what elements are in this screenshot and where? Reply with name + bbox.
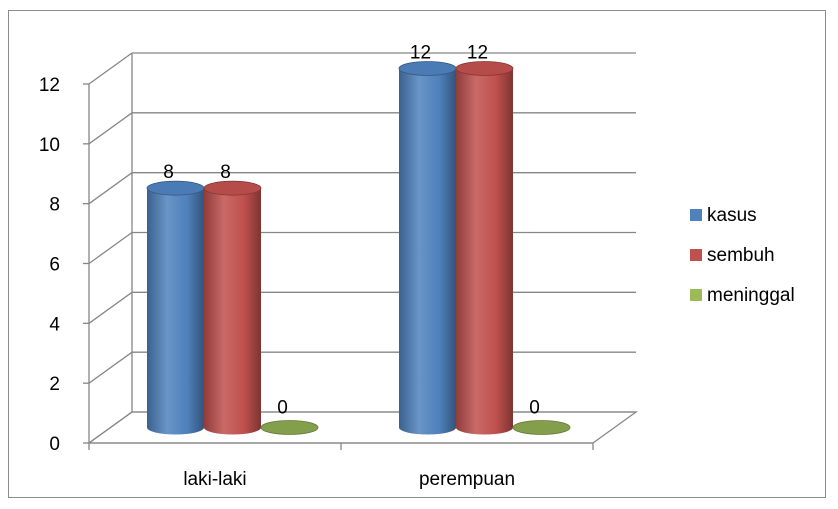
gridline-side: [88, 172, 133, 205]
y-tick-label: 6: [49, 255, 60, 276]
legend-swatch: [690, 289, 702, 301]
bar-kasus-laki-laki: 8: [146, 162, 205, 435]
bar-body: [456, 68, 513, 435]
legend-label: meninggal: [707, 285, 795, 306]
bar-meninggal-laki-laki: 0: [260, 398, 319, 435]
legend-swatch: [690, 209, 702, 221]
legend-label: sembuh: [707, 245, 775, 266]
legend: kasus sembuh meninggal: [690, 205, 795, 306]
bars: 8 8 0 12 12 0: [146, 43, 571, 435]
y-tick-label: 4: [49, 314, 60, 335]
legend-item-meninggal: meninggal: [690, 285, 795, 306]
gridline-side: [88, 52, 133, 85]
legend-item-sembuh: sembuh: [690, 245, 775, 266]
bar-body: [147, 188, 204, 435]
y-tick-label: 2: [49, 374, 60, 395]
bar-top: [260, 420, 319, 435]
gridline-side: [88, 231, 133, 265]
data-label: 12: [410, 43, 431, 64]
bar-top: [512, 420, 571, 435]
bar-top: [455, 61, 514, 76]
bar-body: [204, 188, 261, 435]
legend-label: kasus: [707, 205, 757, 226]
bar-body: [399, 68, 456, 435]
category-label: laki-laki: [183, 469, 246, 490]
bar-kasus-perempuan: 12: [398, 43, 457, 435]
category-label: perempuan: [419, 469, 515, 490]
bar-sembuh-laki-laki: 8: [203, 162, 262, 435]
data-label: 0: [529, 398, 540, 419]
bar-sembuh-perempuan: 12: [455, 43, 514, 435]
y-tick-label: 8: [49, 195, 60, 216]
gridline-side: [88, 112, 133, 145]
gridline-side: [88, 291, 133, 324]
data-label: 0: [277, 398, 288, 419]
legend-item-kasus: kasus: [690, 205, 757, 226]
y-tick-label: 12: [39, 75, 60, 96]
gridline-side: [88, 351, 133, 384]
bar-top: [203, 180, 262, 196]
bar-meninggal-perempuan: 0: [512, 398, 571, 435]
bar-top: [146, 180, 205, 196]
bar-top: [398, 61, 457, 76]
legend-swatch: [690, 249, 702, 261]
y-tick-label: 0: [49, 434, 60, 455]
data-label: 8: [163, 162, 174, 183]
data-label: 8: [220, 162, 231, 183]
data-label: 12: [467, 43, 488, 64]
y-tick-label: 10: [39, 135, 60, 156]
